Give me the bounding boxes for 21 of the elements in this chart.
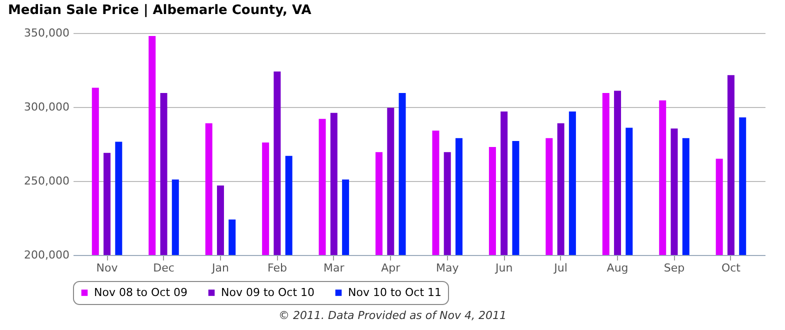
x-tick-label: Feb [267,262,287,274]
x-tick-label: May [436,262,460,274]
chart-title: Median Sale Price | Albemarle County, VA [8,3,312,18]
x-tick-label: Mar [324,262,345,274]
y-tick-label: 300,000 [24,100,70,114]
x-tick-label: Dec [153,262,174,274]
x-tick-label: Jan [210,262,229,274]
legend-label: Nov 08 to Oct 09 [94,286,188,299]
y-tick-label: 250,000 [24,174,70,188]
legend-label: Nov 09 to Oct 10 [221,286,315,299]
text: © 2011. Data Provided as of Nov 4, 2011 [0,309,785,322]
x-tick-label: Nov [96,262,118,274]
y-tick-label: 200,000 [24,248,70,262]
x-tick-label: Sep [664,262,685,274]
y-tick-label: 350,000 [24,26,70,40]
x-tick-label: Aug [606,262,628,274]
legend-label: Nov 10 to Oct 11 [348,286,442,299]
x-tick-label: Jun [494,262,513,274]
x-tick-label: Jul [553,262,568,274]
x-tick-label: Apr [381,262,401,274]
x-tick-label: Oct [721,262,742,274]
